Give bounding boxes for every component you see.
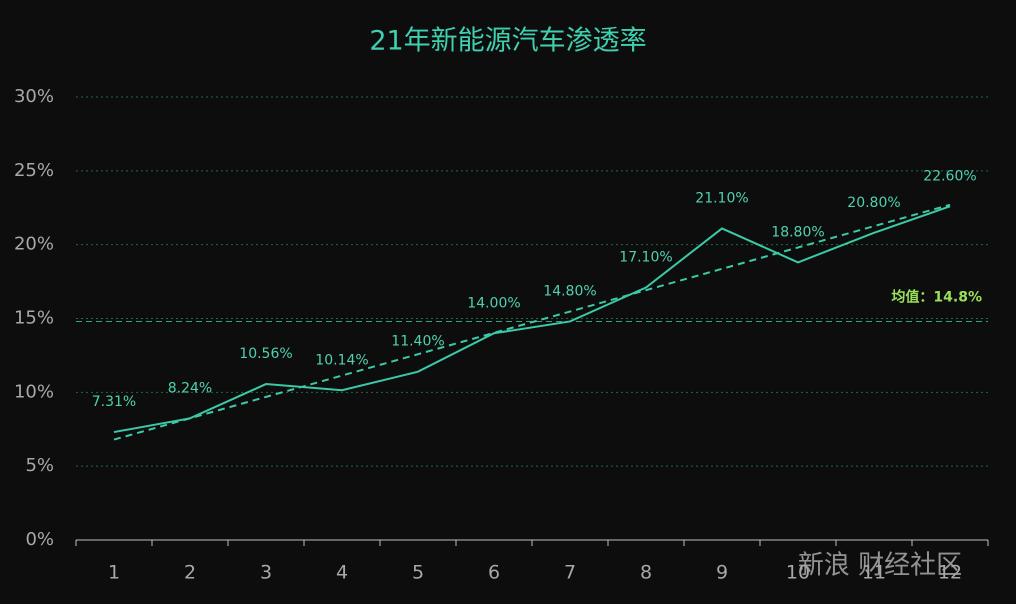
x-tick-label: 9 bbox=[716, 562, 728, 584]
y-tick-label: 5% bbox=[25, 455, 54, 476]
trendline bbox=[113, 203, 951, 441]
data-label: 17.10% bbox=[619, 249, 672, 265]
data-label: 7.31% bbox=[92, 394, 136, 410]
x-tick-label: 10 bbox=[786, 562, 810, 584]
x-tick-label: 3 bbox=[260, 562, 272, 584]
x-tick-label: 4 bbox=[336, 562, 348, 584]
data-label: 18.80% bbox=[771, 224, 824, 240]
y-tick-label: 15% bbox=[14, 308, 54, 329]
data-label: 22.60% bbox=[923, 168, 976, 184]
x-tick-label: 6 bbox=[488, 562, 500, 584]
x-tick-label: 12 bbox=[938, 562, 962, 584]
data-label: 10.14% bbox=[315, 352, 368, 368]
y-tick-label: 25% bbox=[14, 160, 54, 181]
x-tick-label: 7 bbox=[564, 562, 576, 584]
data-label: 8.24% bbox=[168, 380, 212, 396]
watermark: 新浪 财经社区 bbox=[798, 551, 962, 581]
x-tick-label: 5 bbox=[412, 562, 424, 584]
data-label: 14.00% bbox=[467, 295, 520, 311]
data-label: 21.10% bbox=[695, 190, 748, 206]
data-label: 20.80% bbox=[847, 195, 900, 211]
x-tick-label: 8 bbox=[640, 562, 652, 584]
average-label: 均值：14.8% bbox=[891, 288, 982, 305]
data-label: 14.80% bbox=[543, 283, 596, 299]
y-tick-label: 20% bbox=[14, 234, 54, 255]
x-tick-label: 1 bbox=[108, 562, 120, 584]
line-series bbox=[113, 205, 951, 434]
y-tick-label: 30% bbox=[14, 86, 54, 107]
data-label: 11.40% bbox=[391, 334, 444, 350]
x-tick-label: 2 bbox=[184, 562, 196, 584]
data-label: 10.56% bbox=[239, 346, 292, 362]
y-tick-label: 0% bbox=[25, 529, 54, 550]
y-tick-label: 10% bbox=[14, 381, 54, 402]
chart-title: 21年新能源汽车渗透率 bbox=[369, 26, 646, 57]
x-tick-label: 11 bbox=[862, 562, 886, 584]
